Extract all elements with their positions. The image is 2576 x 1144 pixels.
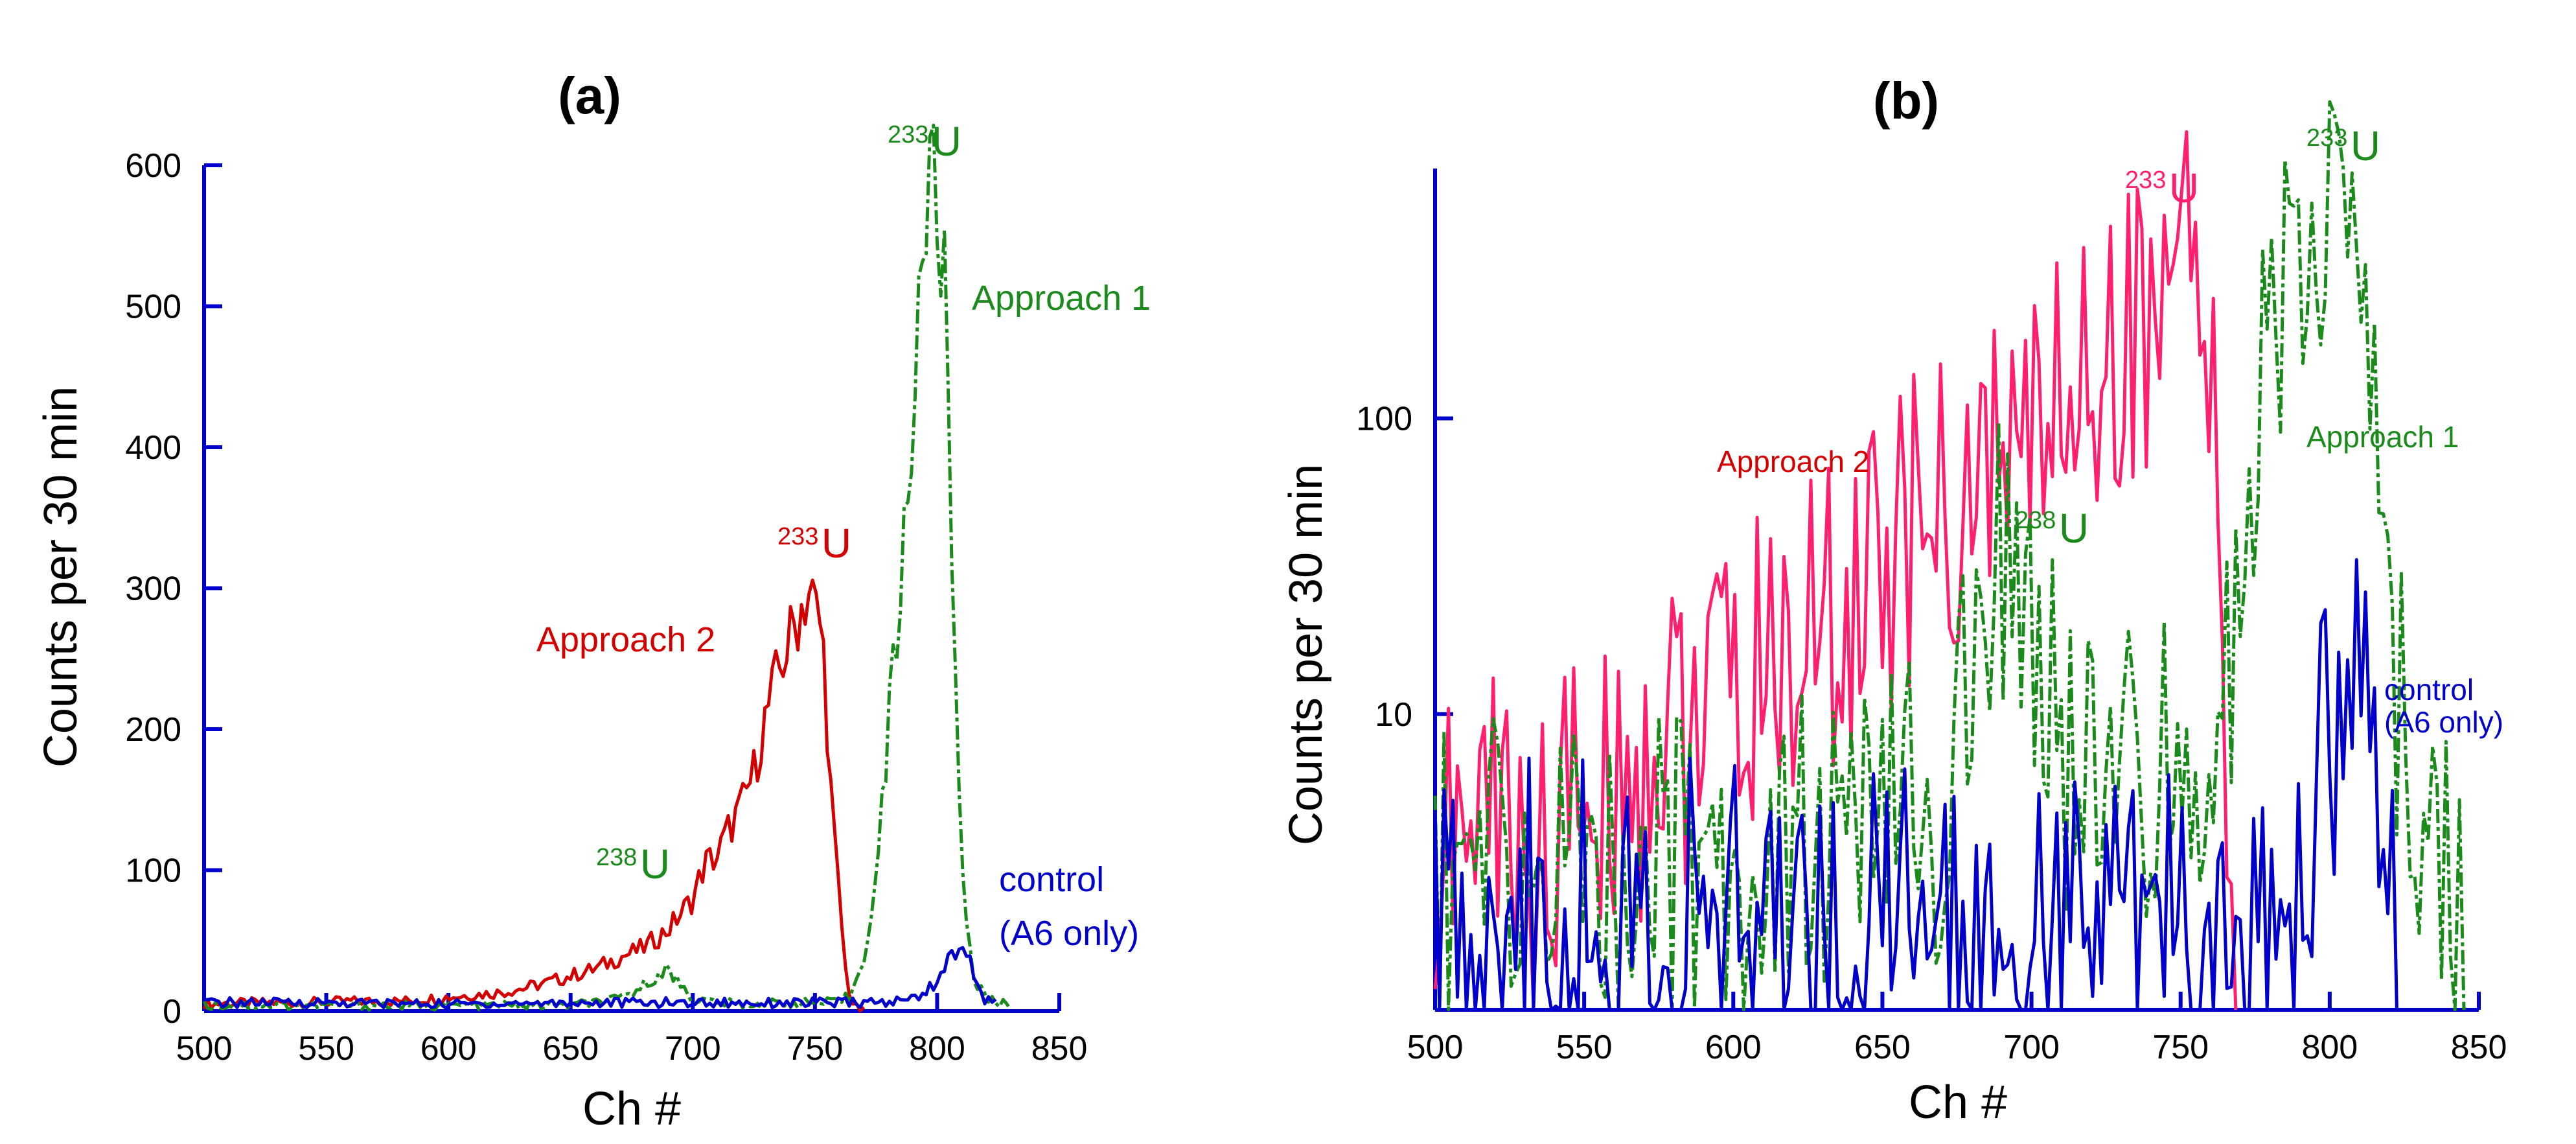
panel-a-series-control-a6-only [203, 946, 997, 1010]
isotope-superscript: 238 [596, 844, 637, 871]
panel-a-x-tick-label: 800 [909, 1030, 965, 1068]
panel-b-series [1433, 100, 2466, 1012]
panel-a-control-label-line2: (A6 only) [999, 914, 1139, 953]
isotope-superscript: 233 [888, 121, 928, 148]
panel-b-y-tick-label: 100 [1356, 401, 1412, 438]
panel-a-y-tick-label: 0 [163, 993, 181, 1031]
panel-a-x-tick-label: 550 [298, 1030, 354, 1068]
panel-a-y-tick-label: 300 [125, 570, 181, 608]
panel-b-y-tick-label: 10 [1375, 696, 1412, 734]
panel-b-x-axis-title: Ch # [1909, 1077, 2007, 1128]
panel-a-y-tick-label: 500 [125, 288, 181, 326]
panel-b-series-control-a6-only [1433, 558, 2402, 1012]
isotope-symbol: U [822, 520, 851, 566]
panel-a-x-tick-label: 750 [787, 1030, 843, 1068]
isotope-superscript: 233 [2125, 167, 2166, 194]
panel-a-series-approach-1 [202, 123, 1012, 1012]
panel-b-x-tick-label: 650 [1854, 1029, 1911, 1066]
panel-a-x-tick-label: 700 [665, 1030, 721, 1068]
panel-a-y-tick-label: 600 [125, 147, 181, 185]
panel-a-u233-approach1-label: 233 U [888, 118, 961, 165]
panel-b-x-tick-label: 800 [2301, 1029, 2358, 1066]
isotope-symbol: U [2351, 123, 2380, 169]
panel-b-approach1-label: Approach 1 [2306, 420, 2459, 454]
panel-a-label: (a) [558, 67, 621, 124]
panel-a-series-approach-2 [202, 578, 866, 1013]
panel-b-series-approach-1 [1433, 100, 2466, 1012]
panel-b-axes: 500 550 600 650 700 750 800 850 10 100 [1356, 169, 2507, 1066]
isotope-symbol: U [932, 118, 961, 165]
panel-b-x-tick-label: 500 [1407, 1029, 1464, 1066]
panel-a-x-tick-label: 600 [420, 1030, 477, 1068]
panel-a: (a) 500 550 600 650 700 750 800 850 0 100 200 300 40… [35, 67, 1151, 1135]
isotope-symbol: U [2169, 165, 2199, 211]
isotope-superscript: 233 [2306, 124, 2347, 152]
panel-a-series [202, 123, 1012, 1013]
panel-b-control-label-line1: control [2384, 673, 2474, 706]
panel-b-approach2-label: Approach 2 [1717, 445, 1869, 478]
panel-a-axes: 500 550 600 650 700 750 800 850 0 100 200 300 400 500… [125, 147, 1087, 1068]
panel-a-control-label-line1: control [999, 860, 1104, 899]
panel-b-control-label-line2: (A6 only) [2384, 705, 2503, 739]
isotope-superscript: 238 [2015, 507, 2056, 534]
isotope-superscript: 233 [777, 523, 818, 550]
panel-b-x-tick-label: 700 [2003, 1029, 2060, 1066]
panel-b-label: (b) [1873, 72, 1939, 130]
panel-a-x-tick-label: 500 [176, 1030, 233, 1068]
panel-a-y-tick-label: 100 [125, 852, 181, 890]
isotope-symbol: U [2059, 505, 2089, 552]
panel-a-x-tick-label: 650 [542, 1030, 599, 1068]
panel-b-y-axis-title: Counts per 30 min [1280, 464, 1332, 845]
panel-a-y-tick-label: 400 [125, 429, 181, 467]
panel-a-x-tick-label: 850 [1031, 1030, 1088, 1068]
panel-b-x-tick-label: 600 [1705, 1029, 1762, 1066]
panel-a-approach1-label: Approach 1 [972, 279, 1151, 318]
panel-a-y-tick-label: 200 [125, 711, 181, 749]
panel-b-x-tick-label: 850 [2451, 1029, 2507, 1066]
panel-b-x-tick-label: 550 [1556, 1029, 1613, 1066]
panel-b-x-tick-label: 750 [2152, 1029, 2209, 1066]
panel-a-x-axis-title: Ch # [582, 1083, 681, 1135]
panel-b: (b) 500 550 600 650 700 750 800 850 10 100 Ch # C… [1280, 72, 2507, 1128]
panel-a-y-axis-title: Counts per 30 min [35, 386, 87, 767]
isotope-symbol: U [640, 841, 670, 887]
panel-b-u233-approach2-label: 233 U [2125, 165, 2199, 211]
panel-b-u238-label: 238 U [2015, 505, 2089, 552]
panel-b-u233-approach1-label: 233 U [2306, 123, 2380, 169]
panel-a-u233-approach2-label: 233 U [777, 520, 851, 566]
panel-a-approach2-label: Approach 2 [536, 620, 715, 659]
panel-a-u238-label: 238 U [596, 841, 670, 887]
